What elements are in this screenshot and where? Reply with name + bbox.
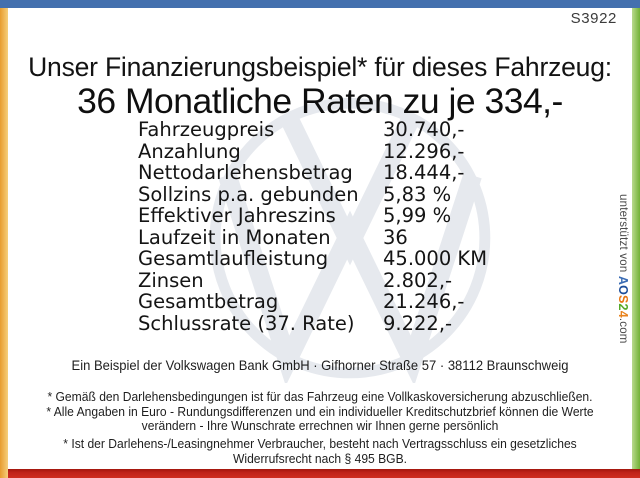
table-row: Zinsen 2.802,- — [138, 268, 487, 292]
row-value: 12.296,- — [383, 139, 465, 163]
finance-example-heading: Unser Finanzierungsbeispiel* für dieses … — [28, 52, 612, 82]
disclaimer-euro-line2: verändern - Ihre Wunschrate errechnen wi… — [141, 418, 499, 433]
row-label: Anzahlung — [138, 139, 241, 163]
row-label: Gesamtlaufleistung — [138, 247, 329, 270]
row-label: Sollzins p.a. gebunden — [138, 182, 359, 206]
disclaimer-withdrawal-line2: Widerrufsrecht nach § 495 BGB. — [232, 450, 408, 466]
row-value: 30.740,- — [383, 118, 465, 141]
table-row: Effektiver Jahreszins 5,99 % — [138, 205, 487, 227]
table-row: Anzahlung 12.296,- — [138, 139, 487, 163]
row-label: Zinsen — [138, 268, 204, 292]
table-row: Gesamtlaufleistung 45.000 KM — [138, 248, 487, 270]
table-row: Sollzins p.a. gebunden 5,83 % — [138, 182, 487, 206]
vw-logo-icon — [209, 97, 491, 383]
aos24-logo-letter: 4 — [616, 310, 630, 318]
aos24-logo-letter: O — [616, 285, 630, 295]
sponsor-vertical-text: unterstützt von AOS24.com — [616, 194, 630, 350]
row-label: Fahrzeugpreis — [138, 118, 275, 141]
row-value: 36 — [383, 225, 408, 249]
disclaimer-withdrawal-line1: * Ist der Darlehens-/Leasingnehmer Verbr… — [63, 436, 577, 451]
table-row: Fahrzeugpreis 30.740,- — [138, 119, 487, 141]
table-row: Gesamtbetrag 21.246,- — [138, 291, 487, 313]
bank-address-line: Ein Beispiel der Volkswagen Bank GmbH · … — [71, 357, 569, 373]
monthly-rate-heading: 36 Monatliche Raten zu je 334,- — [77, 81, 563, 121]
row-value: 9.222,- — [383, 311, 453, 335]
row-label: Gesamtbetrag — [138, 290, 279, 313]
row-value: 21.246,- — [383, 290, 465, 313]
disclaimer-euro-line1: * Alle Angaben in Euro - Rundungsdiffere… — [46, 403, 594, 419]
row-label: Effektiver Jahreszins — [138, 204, 336, 227]
row-value: 5,83 % — [383, 182, 452, 206]
left-border-bar — [0, 8, 8, 478]
row-value: 18.444,- — [383, 161, 465, 184]
row-value: 45.000 KM — [383, 247, 488, 270]
table-row: Nettodarlehensbetrag 18.444,- — [138, 162, 487, 184]
disclaimer-insurance: * Gemäß den Darlehensbedingungen ist für… — [47, 389, 593, 404]
row-value: 5,99 % — [383, 204, 452, 227]
row-label: Laufzeit in Monaten — [138, 225, 331, 249]
sponsor-prefix: unterstützt von — [617, 194, 629, 276]
finance-table: Fahrzeugpreis 30.740,- Anzahlung 12.296,… — [138, 119, 487, 334]
top-border-bar — [0, 0, 640, 8]
table-row: Schlussrate (37. Rate) 9.222,- — [138, 311, 487, 335]
aos24-logo-letter: S — [616, 295, 630, 304]
stock-number: S3922 — [570, 10, 617, 27]
table-row: Laufzeit in Monaten 36 — [138, 225, 487, 249]
sponsor-suffix: .com — [617, 317, 629, 344]
row-value: 2.802,- — [383, 268, 453, 292]
bottom-border-bar — [8, 469, 640, 478]
row-label: Nettodarlehensbetrag — [138, 161, 353, 184]
aos24-logo-letter: A — [616, 275, 630, 286]
aos24-logo-letter: 2 — [616, 303, 630, 311]
row-label: Schlussrate (37. Rate) — [138, 311, 355, 335]
right-border-bar — [632, 8, 640, 469]
